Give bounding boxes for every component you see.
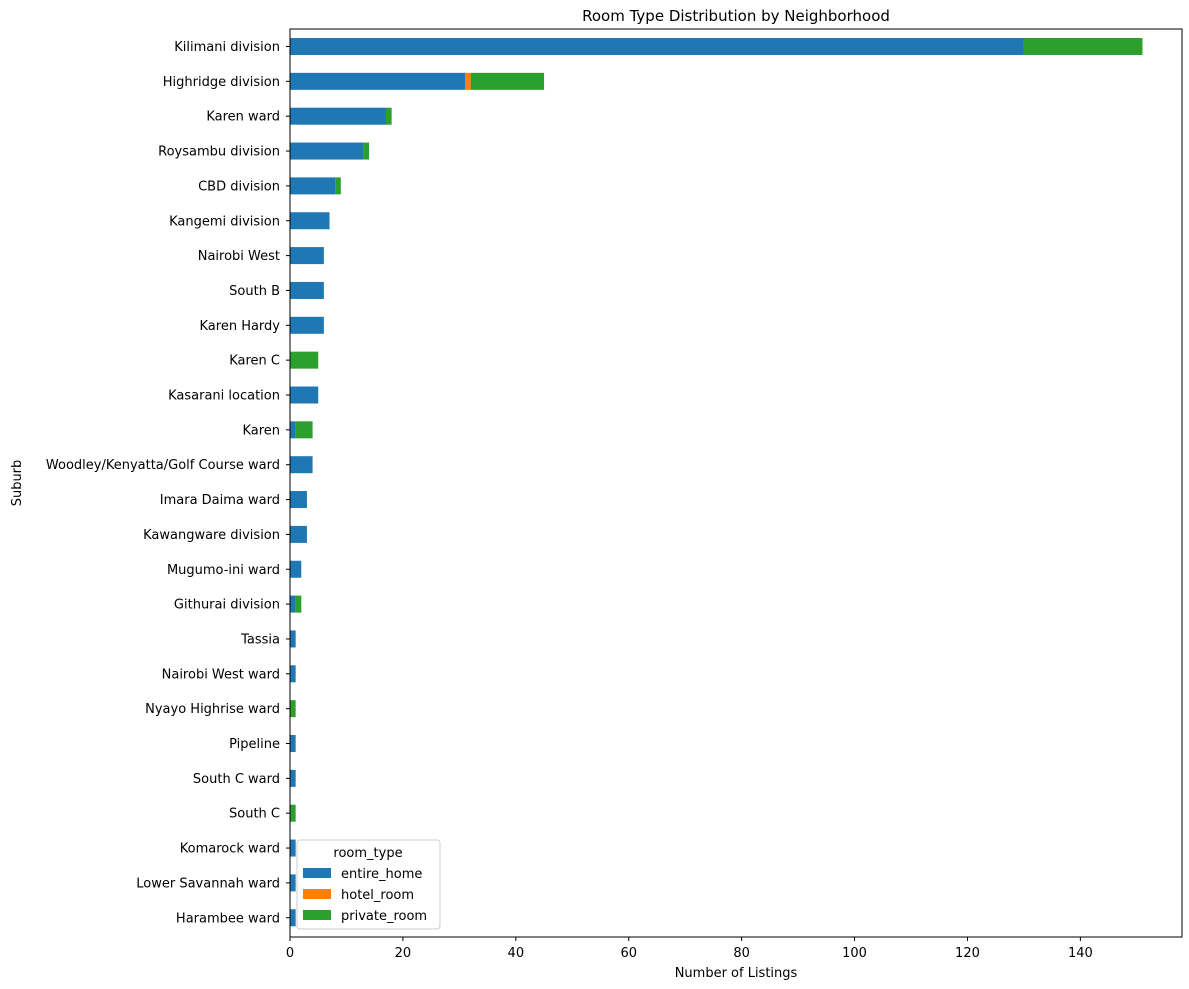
bar-entire_home: [290, 247, 324, 265]
y-tick-label: Imara Daima ward: [160, 493, 280, 508]
x-tick-label: 40: [508, 946, 525, 961]
bar-entire_home: [290, 38, 1024, 55]
y-tick-label: Komarock ward: [180, 842, 280, 857]
x-tick-label: 100: [842, 946, 867, 961]
bar-entire_home: [290, 212, 330, 230]
y-tick-label: Kilimani division: [174, 40, 280, 55]
x-tick-label: 120: [955, 946, 980, 961]
bar-entire_home: [290, 142, 364, 160]
y-tick-label: Highridge division: [163, 75, 280, 90]
y-tick-label: Githurai division: [174, 598, 280, 613]
x-tick-label: 140: [1068, 946, 1093, 961]
x-tick-label: 80: [733, 946, 750, 961]
y-tick-label: Karen ward: [206, 110, 280, 125]
bar-entire_home: [290, 839, 296, 857]
legend-swatch-private_room: [303, 910, 331, 920]
bar-entire_home: [290, 421, 296, 439]
bar-private_room: [335, 177, 341, 195]
bar-entire_home: [290, 595, 296, 613]
y-tick-label: Roysambu division: [158, 145, 280, 160]
y-tick-label: Woodley/Kenyatta/Golf Course ward: [46, 458, 280, 473]
y-tick-label: Tassia: [240, 632, 280, 647]
y-tick-label: Mugumo-ini ward: [167, 563, 280, 578]
bar-entire_home: [290, 630, 296, 648]
y-tick-label: Kangemi division: [169, 214, 280, 229]
bars-group: [290, 38, 1143, 927]
legend-box: [296, 839, 441, 930]
legend-swatch-entire_home: [303, 868, 331, 878]
bar-private_room: [385, 107, 392, 125]
bar-private_room: [363, 142, 370, 160]
legend-swatch-hotel_room: [303, 889, 331, 899]
bar-entire_home: [290, 316, 324, 334]
plot-frame: [289, 28, 1183, 938]
bar-entire_home: [290, 177, 336, 195]
y-tick-label: South C ward: [193, 772, 280, 787]
bar-hotel_room: [465, 72, 471, 90]
bar-entire_home: [290, 72, 466, 90]
x-axis-ticks: 0 20 40 60 80 100 120 140: [286, 937, 1093, 961]
y-tick-label: Karen: [242, 423, 280, 438]
bar-entire_home: [290, 874, 296, 892]
bar-entire_home: [290, 909, 296, 927]
x-axis-label: Number of Listings: [675, 966, 798, 981]
y-axis-label: Suburb: [10, 460, 25, 507]
y-tick-label: Nyayo Highrise ward: [145, 702, 280, 717]
bar-private_room: [295, 595, 302, 613]
bar-private_room: [290, 804, 296, 822]
y-tick-label: Karen Hardy: [200, 319, 281, 334]
legend-label-hotel_room: hotel_room: [341, 888, 414, 903]
legend-title: room_type: [333, 846, 402, 861]
x-tick-label: 60: [620, 946, 637, 961]
bar-entire_home: [290, 491, 307, 509]
y-tick-label: Pipeline: [229, 737, 280, 752]
x-tick-label: 20: [395, 946, 412, 961]
legend: room_type entire_home hotel_room private_r…: [296, 839, 441, 930]
y-tick-label: Nairobi West ward: [162, 667, 280, 682]
bar-private_room: [295, 421, 313, 439]
y-tick-label: South B: [229, 284, 280, 299]
bar-entire_home: [290, 560, 302, 578]
bar-entire_home: [290, 456, 313, 474]
bar-entire_home: [290, 107, 386, 125]
bar-private_room: [470, 72, 545, 90]
legend-label-private_room: private_room: [341, 909, 427, 924]
bar-private_room: [290, 700, 296, 718]
y-tick-label: CBD division: [198, 179, 280, 194]
y-tick-label: South C: [229, 807, 280, 822]
y-tick-label: Lower Savannah ward: [136, 876, 280, 891]
bar-private_room: [1023, 38, 1143, 55]
bar-private_room: [290, 351, 319, 369]
y-tick-label: Harambee ward: [176, 911, 280, 926]
y-tick-label: Karen C: [229, 354, 280, 369]
y-tick-label: Nairobi West: [198, 249, 280, 264]
chart-title: Room Type Distribution by Neighborhood: [582, 7, 890, 25]
y-tick-label: Kasarani location: [168, 389, 280, 404]
bar-entire_home: [290, 281, 324, 299]
x-tick-label: 0: [286, 946, 294, 961]
bar-entire_home: [290, 525, 307, 543]
bar-entire_home: [290, 769, 296, 787]
bar-entire_home: [290, 386, 319, 404]
y-tick-label: Kawangware division: [143, 528, 280, 543]
bar-entire_home: [290, 665, 296, 683]
legend-items: entire_home hotel_room private_room: [303, 867, 427, 924]
bar-entire_home: [290, 735, 296, 752]
y-axis-ticks: Kilimani division Highridge division Karen…: [46, 40, 290, 926]
legend-label-entire_home: entire_home: [341, 867, 422, 882]
